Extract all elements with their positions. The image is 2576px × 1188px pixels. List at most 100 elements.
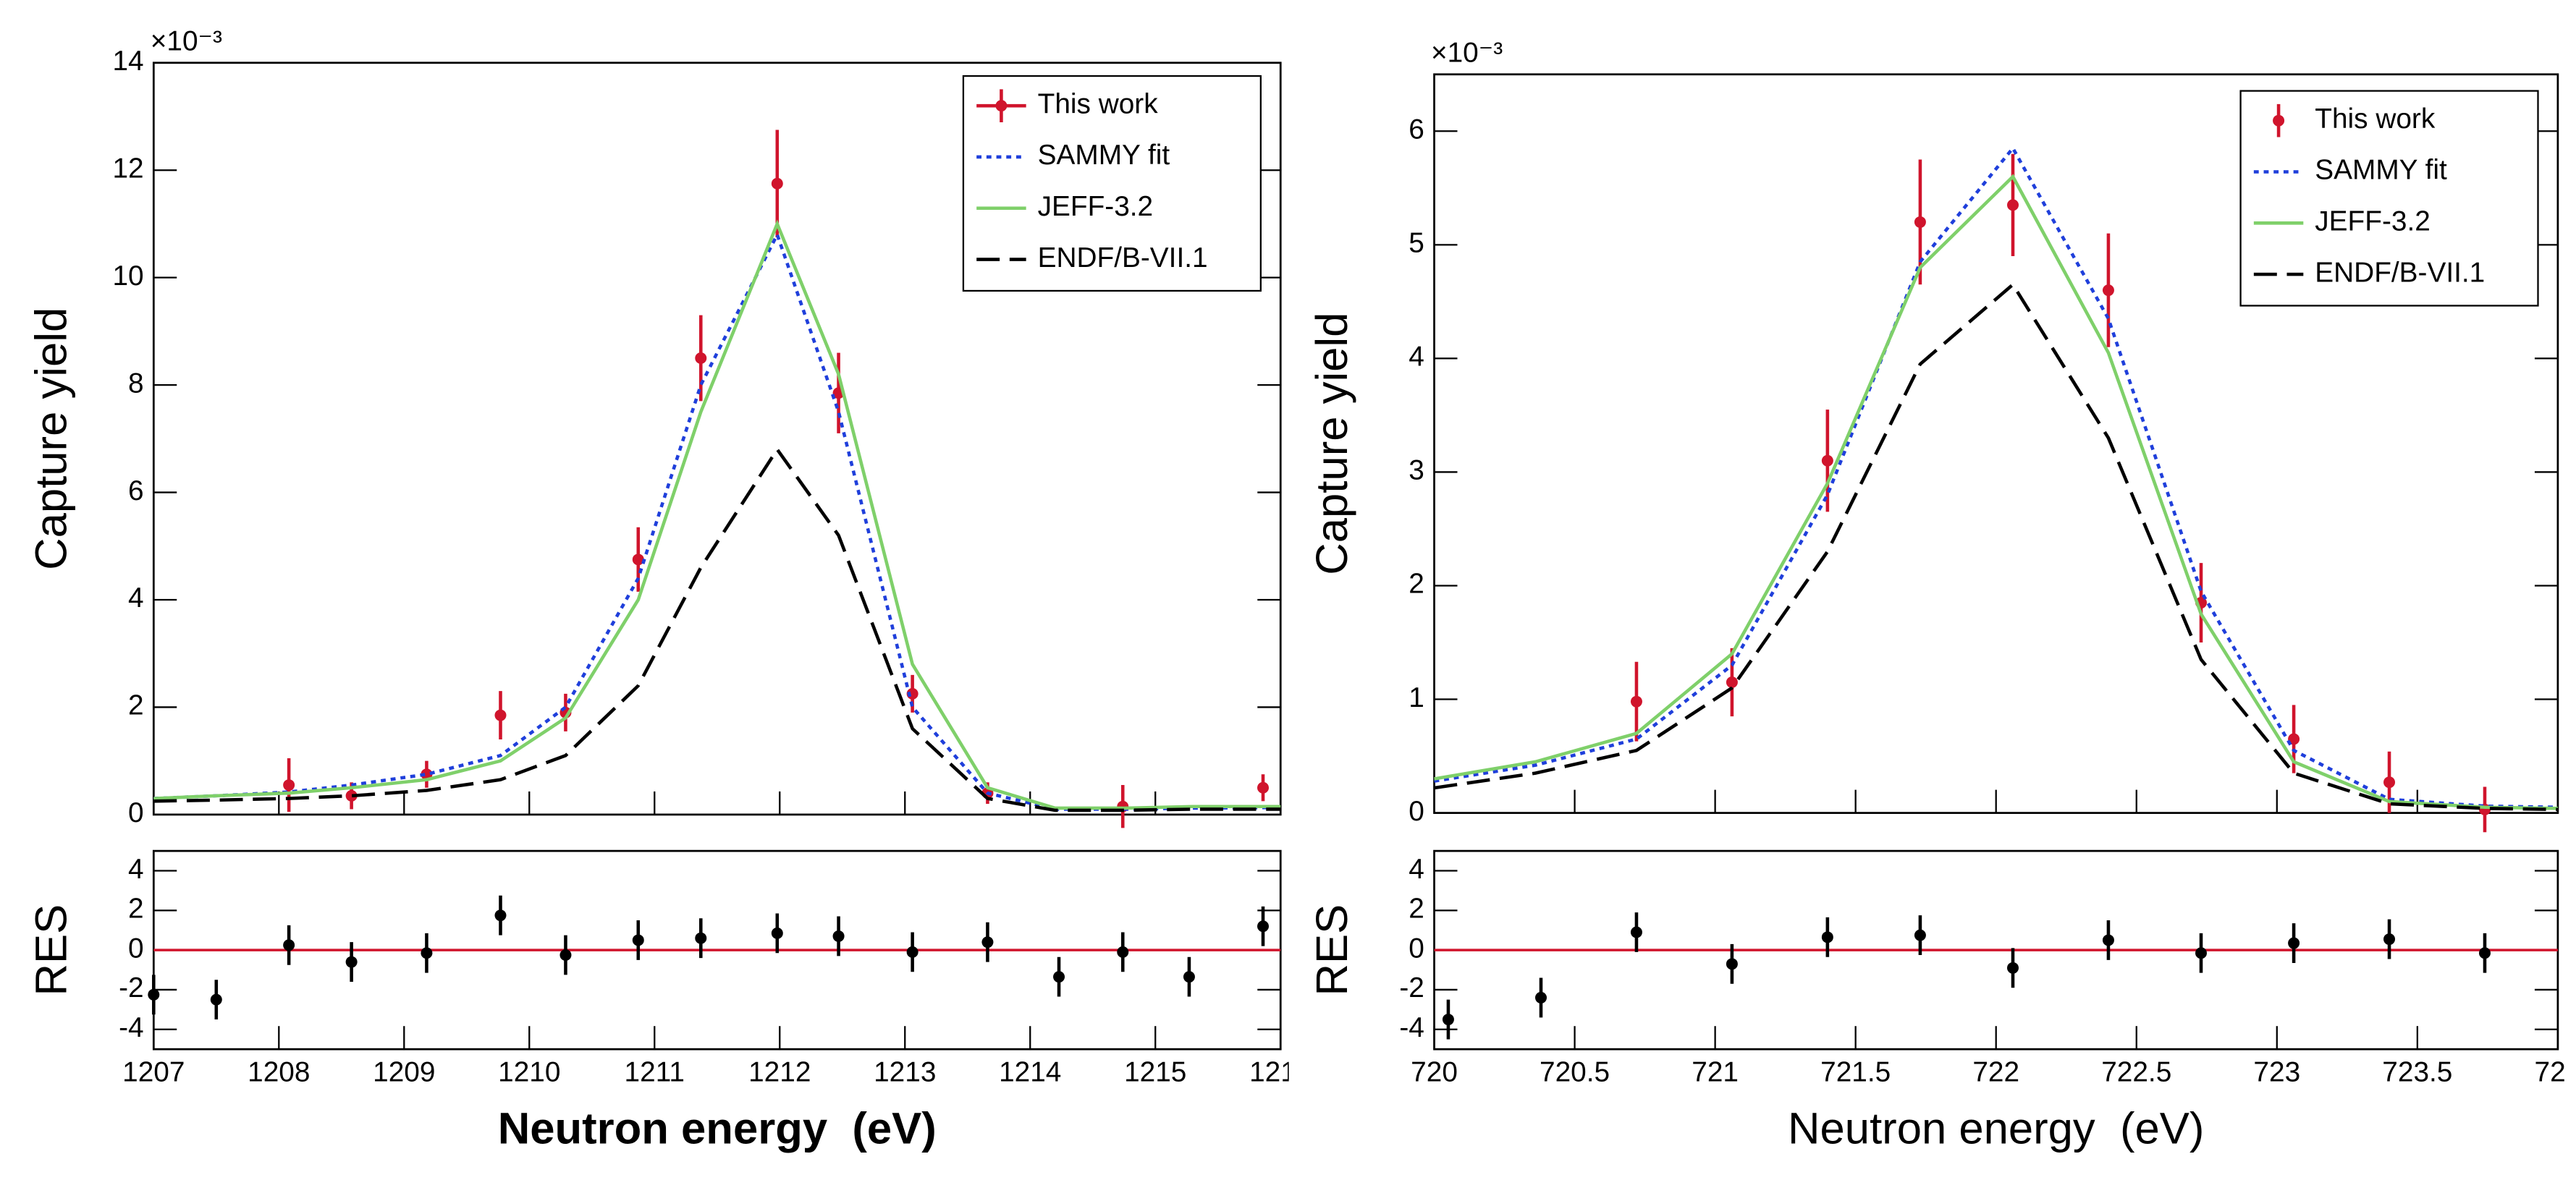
data-point — [2478, 947, 2491, 959]
data-point — [1914, 216, 1926, 228]
data-point — [345, 956, 358, 968]
data-point — [345, 789, 358, 802]
y-tick-label: 14 — [112, 46, 143, 77]
data-point — [1535, 991, 1547, 1004]
data-point — [1053, 971, 1065, 983]
y-tick-label: -2 — [1399, 972, 1424, 1004]
data-point — [1257, 920, 1269, 933]
legend-label: ENDF/B-VII.1 — [2315, 257, 2485, 288]
x-tick-label: 1207 — [122, 1057, 185, 1088]
data-point — [559, 949, 572, 961]
curve — [1434, 174, 2558, 810]
x-tick-label: 1208 — [248, 1057, 310, 1088]
x-tick-label: 1210 — [498, 1057, 560, 1088]
y-tick-label: 0 — [128, 933, 144, 964]
x-tick-label: 720.5 — [1540, 1057, 1610, 1088]
y-axis-label: Capture yield — [27, 307, 77, 570]
y-tick-label: 3 — [1409, 455, 1424, 486]
data-point — [2383, 776, 2396, 789]
data-point — [1821, 931, 1833, 943]
x-tick-labels: 720 720.5 721 721.5 722 722.5 723 723.5 724 — [1411, 1057, 2576, 1088]
y-axis-label: RES — [1307, 904, 1357, 996]
curve — [153, 219, 1281, 810]
data-point — [1914, 929, 1926, 941]
data-point — [421, 947, 433, 959]
y-tick-label: 0 — [128, 797, 144, 828]
y-tick-label: 0 — [1409, 933, 1424, 964]
data-point — [1117, 946, 1129, 958]
data-point — [2195, 947, 2208, 959]
data-point — [1726, 958, 1738, 970]
y-tick-label: 4 — [128, 582, 144, 614]
x-tick-label: 724 — [2535, 1057, 2576, 1088]
data-point — [494, 909, 507, 922]
legend-label: ENDF/B-VII.1 — [1038, 242, 1208, 273]
data-point — [2102, 284, 2114, 297]
legend-swatch — [995, 100, 1008, 112]
data-point — [148, 988, 160, 1001]
axis-multiplier: ×10⁻³ — [151, 26, 222, 57]
data-point — [1630, 695, 1642, 708]
x-tick-label: 721.5 — [1820, 1057, 1891, 1088]
x-tick-label: 1213 — [874, 1057, 936, 1088]
x-tick-label: 1215 — [1124, 1057, 1186, 1088]
y-tick-label: 6 — [1409, 114, 1424, 145]
legend-swatch — [2273, 114, 2285, 127]
data-point — [1257, 781, 1269, 794]
curve — [153, 230, 1281, 811]
x-tick-label: 1216 — [1249, 1057, 1312, 1088]
y-tick-label: -4 — [1399, 1012, 1424, 1043]
x-tick-label: 1212 — [748, 1057, 811, 1088]
x-tick-label: 723 — [2253, 1057, 2300, 1088]
data-point — [632, 934, 644, 946]
legend-box — [2239, 90, 2539, 307]
x-tick-label: 723.5 — [2382, 1057, 2452, 1088]
legend-label: SAMMY fit — [2315, 155, 2447, 186]
data-point — [210, 993, 222, 1006]
y-tick-label: 2 — [128, 894, 144, 925]
data-point — [2383, 933, 2396, 946]
plot-frame — [152, 61, 1282, 816]
y-tick-label: 6 — [128, 475, 144, 506]
x-tick-label: 720 — [1411, 1057, 1458, 1088]
data-point — [981, 936, 994, 949]
y-tick-label: 2 — [1409, 569, 1424, 600]
data-point — [2288, 937, 2300, 949]
data-point — [695, 932, 707, 944]
y-axis-label: Capture yield — [1307, 313, 1357, 575]
y-tick-label: 10 — [112, 260, 143, 292]
y-tick-label: 5 — [1409, 228, 1424, 259]
data-point — [771, 927, 783, 939]
data-point — [421, 768, 433, 781]
legend-box — [962, 75, 1262, 292]
legend-label: This work — [2315, 103, 2436, 135]
x-axis-label: Neutron energy (eV) — [498, 1104, 937, 1154]
y-tick-label: 2 — [128, 690, 144, 721]
data-point — [2102, 934, 2114, 946]
y-tick-label: -2 — [119, 972, 143, 1004]
y-tick-label: 2 — [1409, 894, 1424, 925]
data-point — [1726, 676, 1738, 688]
legend-label: SAMMY fit — [1038, 140, 1170, 171]
y-tick-label: 8 — [128, 368, 144, 399]
data-point — [695, 352, 707, 364]
data-point — [283, 779, 295, 792]
legend-label: JEFF-3.2 — [2315, 206, 2431, 237]
data-point — [1821, 454, 1833, 467]
data-point — [283, 939, 295, 951]
data-point — [771, 177, 783, 190]
y-tick-label: 12 — [112, 153, 143, 184]
axis-multiplier: ×10⁻³ — [1431, 38, 1503, 69]
data-point — [832, 930, 845, 942]
x-tick-label: 722 — [1972, 1057, 2019, 1088]
data-point — [494, 709, 507, 721]
y-tick-label: 4 — [1409, 854, 1424, 885]
x-tick-label: 1209 — [373, 1057, 435, 1088]
y-tick-label: 4 — [128, 854, 144, 885]
data-point — [1442, 1014, 1454, 1026]
x-tick-label: 1211 — [625, 1057, 685, 1088]
x-tick-label: 721 — [1692, 1057, 1739, 1088]
y-tick-label: 1 — [1409, 682, 1424, 713]
y-tick-label: -4 — [119, 1012, 143, 1043]
